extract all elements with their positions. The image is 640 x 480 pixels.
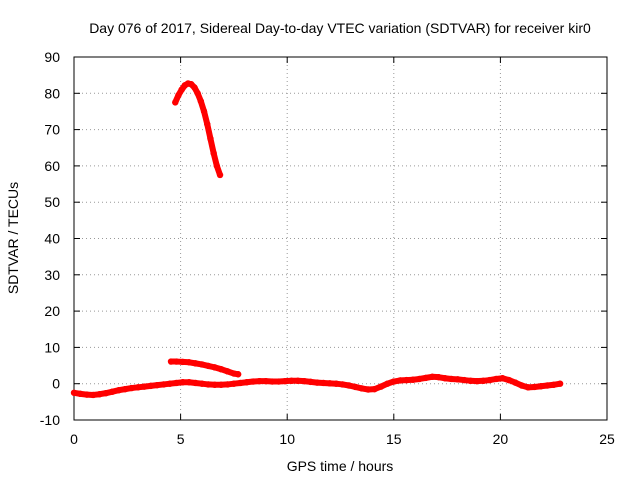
series-arc-mid <box>167 358 242 378</box>
data-point <box>556 380 564 387</box>
series-arc-high <box>172 80 224 179</box>
x-axis-title: GPS time / hours <box>287 458 394 474</box>
y-tick-label: 80 <box>44 85 60 101</box>
y-tick-label: 40 <box>44 231 60 247</box>
y-tick-label: 0 <box>52 376 60 392</box>
y-axis-title: SDTVAR / TECUs <box>5 182 21 294</box>
y-tick-label: 10 <box>44 339 60 355</box>
x-tick-label: 10 <box>279 431 295 447</box>
x-tick-label: 0 <box>70 431 78 447</box>
x-tick-label: 20 <box>493 431 509 447</box>
axis-ticks: 0 5 10 15 20 25 -10 0 10 20 30 40 50 60 70 80 90 <box>40 49 615 447</box>
y-tick-label: 60 <box>44 158 60 174</box>
plot-frame <box>73 56 608 421</box>
x-tick-label: 5 <box>177 431 185 447</box>
y-tick-label: 50 <box>44 194 60 210</box>
data-point <box>216 171 224 179</box>
y-tick-label: 30 <box>44 267 60 283</box>
chart-title: Day 076 of 2017, Sidereal Day-to-day VTE… <box>89 20 591 36</box>
data-points <box>70 80 564 399</box>
x-tick-label: 25 <box>599 431 615 447</box>
y-tick-label: 70 <box>44 122 60 138</box>
y-tick-label: 90 <box>44 49 60 65</box>
y-tick-label: 20 <box>44 303 60 319</box>
grid <box>74 57 607 420</box>
y-tick-label: -10 <box>40 412 60 428</box>
data-point <box>234 371 242 378</box>
x-tick-label: 15 <box>386 431 402 447</box>
series-baseline <box>70 373 564 399</box>
